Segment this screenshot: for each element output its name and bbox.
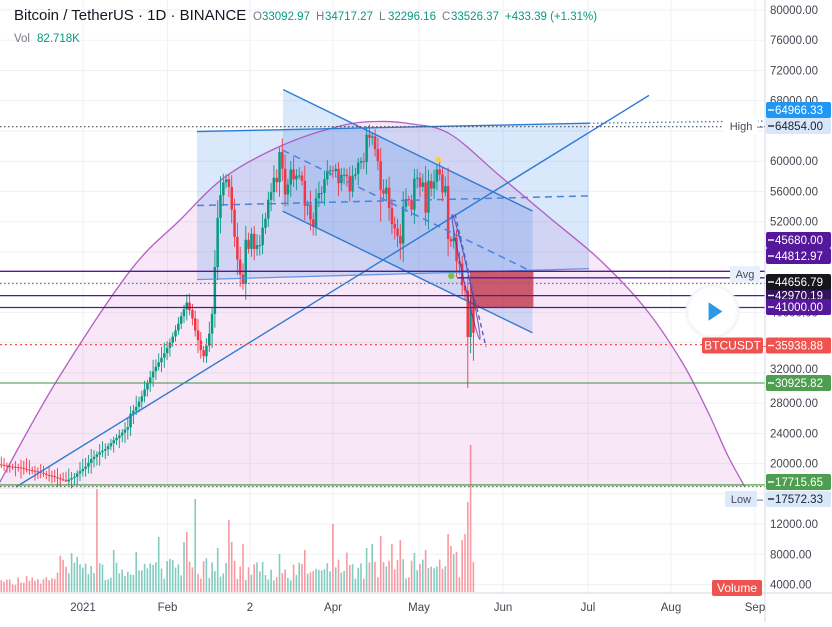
svg-text:64854.00: 64854.00 bbox=[775, 121, 823, 133]
svg-text:32000.00: 32000.00 bbox=[770, 364, 818, 376]
svg-text:Apr: Apr bbox=[324, 602, 342, 614]
svg-text:C: C bbox=[442, 11, 450, 23]
svg-text:44812.97: 44812.97 bbox=[775, 251, 823, 263]
svg-text:Feb: Feb bbox=[158, 602, 178, 614]
svg-text:Bitcoin / TetherUS · 1D · BINA: Bitcoin / TetherUS · 1D · BINANCE bbox=[14, 7, 246, 24]
svg-text:8000.00: 8000.00 bbox=[770, 549, 812, 561]
svg-text:H: H bbox=[316, 11, 324, 23]
svg-text:2: 2 bbox=[247, 602, 253, 614]
svg-text:30925.82: 30925.82 bbox=[775, 378, 823, 390]
svg-text:35938.88: 35938.88 bbox=[775, 341, 823, 353]
svg-text:33092.97: 33092.97 bbox=[262, 11, 310, 23]
svg-text:72000.00: 72000.00 bbox=[770, 66, 818, 78]
svg-text:L: L bbox=[379, 11, 386, 23]
svg-text:4000.00: 4000.00 bbox=[770, 580, 812, 592]
svg-text:Jun: Jun bbox=[494, 602, 513, 614]
svg-text:41000.00: 41000.00 bbox=[775, 302, 823, 314]
svg-text:20000.00: 20000.00 bbox=[770, 459, 818, 471]
svg-text:17715.65: 17715.65 bbox=[775, 477, 823, 489]
svg-text:+433.39 (+1.31%): +433.39 (+1.31%) bbox=[505, 11, 597, 23]
svg-text:60000.00: 60000.00 bbox=[770, 156, 818, 168]
svg-text:Sep: Sep bbox=[745, 602, 765, 614]
svg-text:82.718K: 82.718K bbox=[37, 33, 80, 45]
svg-text:Avg: Avg bbox=[736, 269, 755, 281]
svg-text:24000.00: 24000.00 bbox=[770, 428, 818, 440]
svg-text:–: – bbox=[757, 121, 764, 133]
svg-text:80000.00: 80000.00 bbox=[770, 5, 818, 17]
svg-text:44656.79: 44656.79 bbox=[775, 277, 823, 289]
svg-text:BTCUSDT: BTCUSDT bbox=[704, 339, 761, 353]
svg-text:12000.00: 12000.00 bbox=[770, 519, 818, 531]
svg-text:45680.00: 45680.00 bbox=[775, 235, 823, 247]
svg-text:O: O bbox=[253, 11, 262, 23]
svg-text:2021: 2021 bbox=[70, 602, 96, 614]
svg-text:34717.27: 34717.27 bbox=[325, 11, 373, 23]
svg-text:Volume: Volume bbox=[717, 581, 757, 595]
svg-text:28000.00: 28000.00 bbox=[770, 398, 818, 410]
svg-text:33526.37: 33526.37 bbox=[451, 11, 499, 23]
svg-text:Vol: Vol bbox=[14, 33, 30, 45]
svg-text:64966.33: 64966.33 bbox=[775, 105, 823, 117]
svg-text:32296.16: 32296.16 bbox=[388, 11, 436, 23]
svg-text:Aug: Aug bbox=[661, 602, 681, 614]
svg-text:56000.00: 56000.00 bbox=[770, 186, 818, 198]
svg-text:52000.00: 52000.00 bbox=[770, 217, 818, 229]
svg-text:–: – bbox=[762, 341, 769, 353]
svg-text:High: High bbox=[730, 121, 753, 133]
svg-text:76000.00: 76000.00 bbox=[770, 35, 818, 47]
svg-text:Low: Low bbox=[731, 494, 751, 506]
svg-text:Jul: Jul bbox=[581, 602, 596, 614]
svg-text:–: – bbox=[757, 494, 764, 506]
svg-text:17572.33: 17572.33 bbox=[775, 494, 823, 506]
svg-text:May: May bbox=[408, 602, 430, 614]
